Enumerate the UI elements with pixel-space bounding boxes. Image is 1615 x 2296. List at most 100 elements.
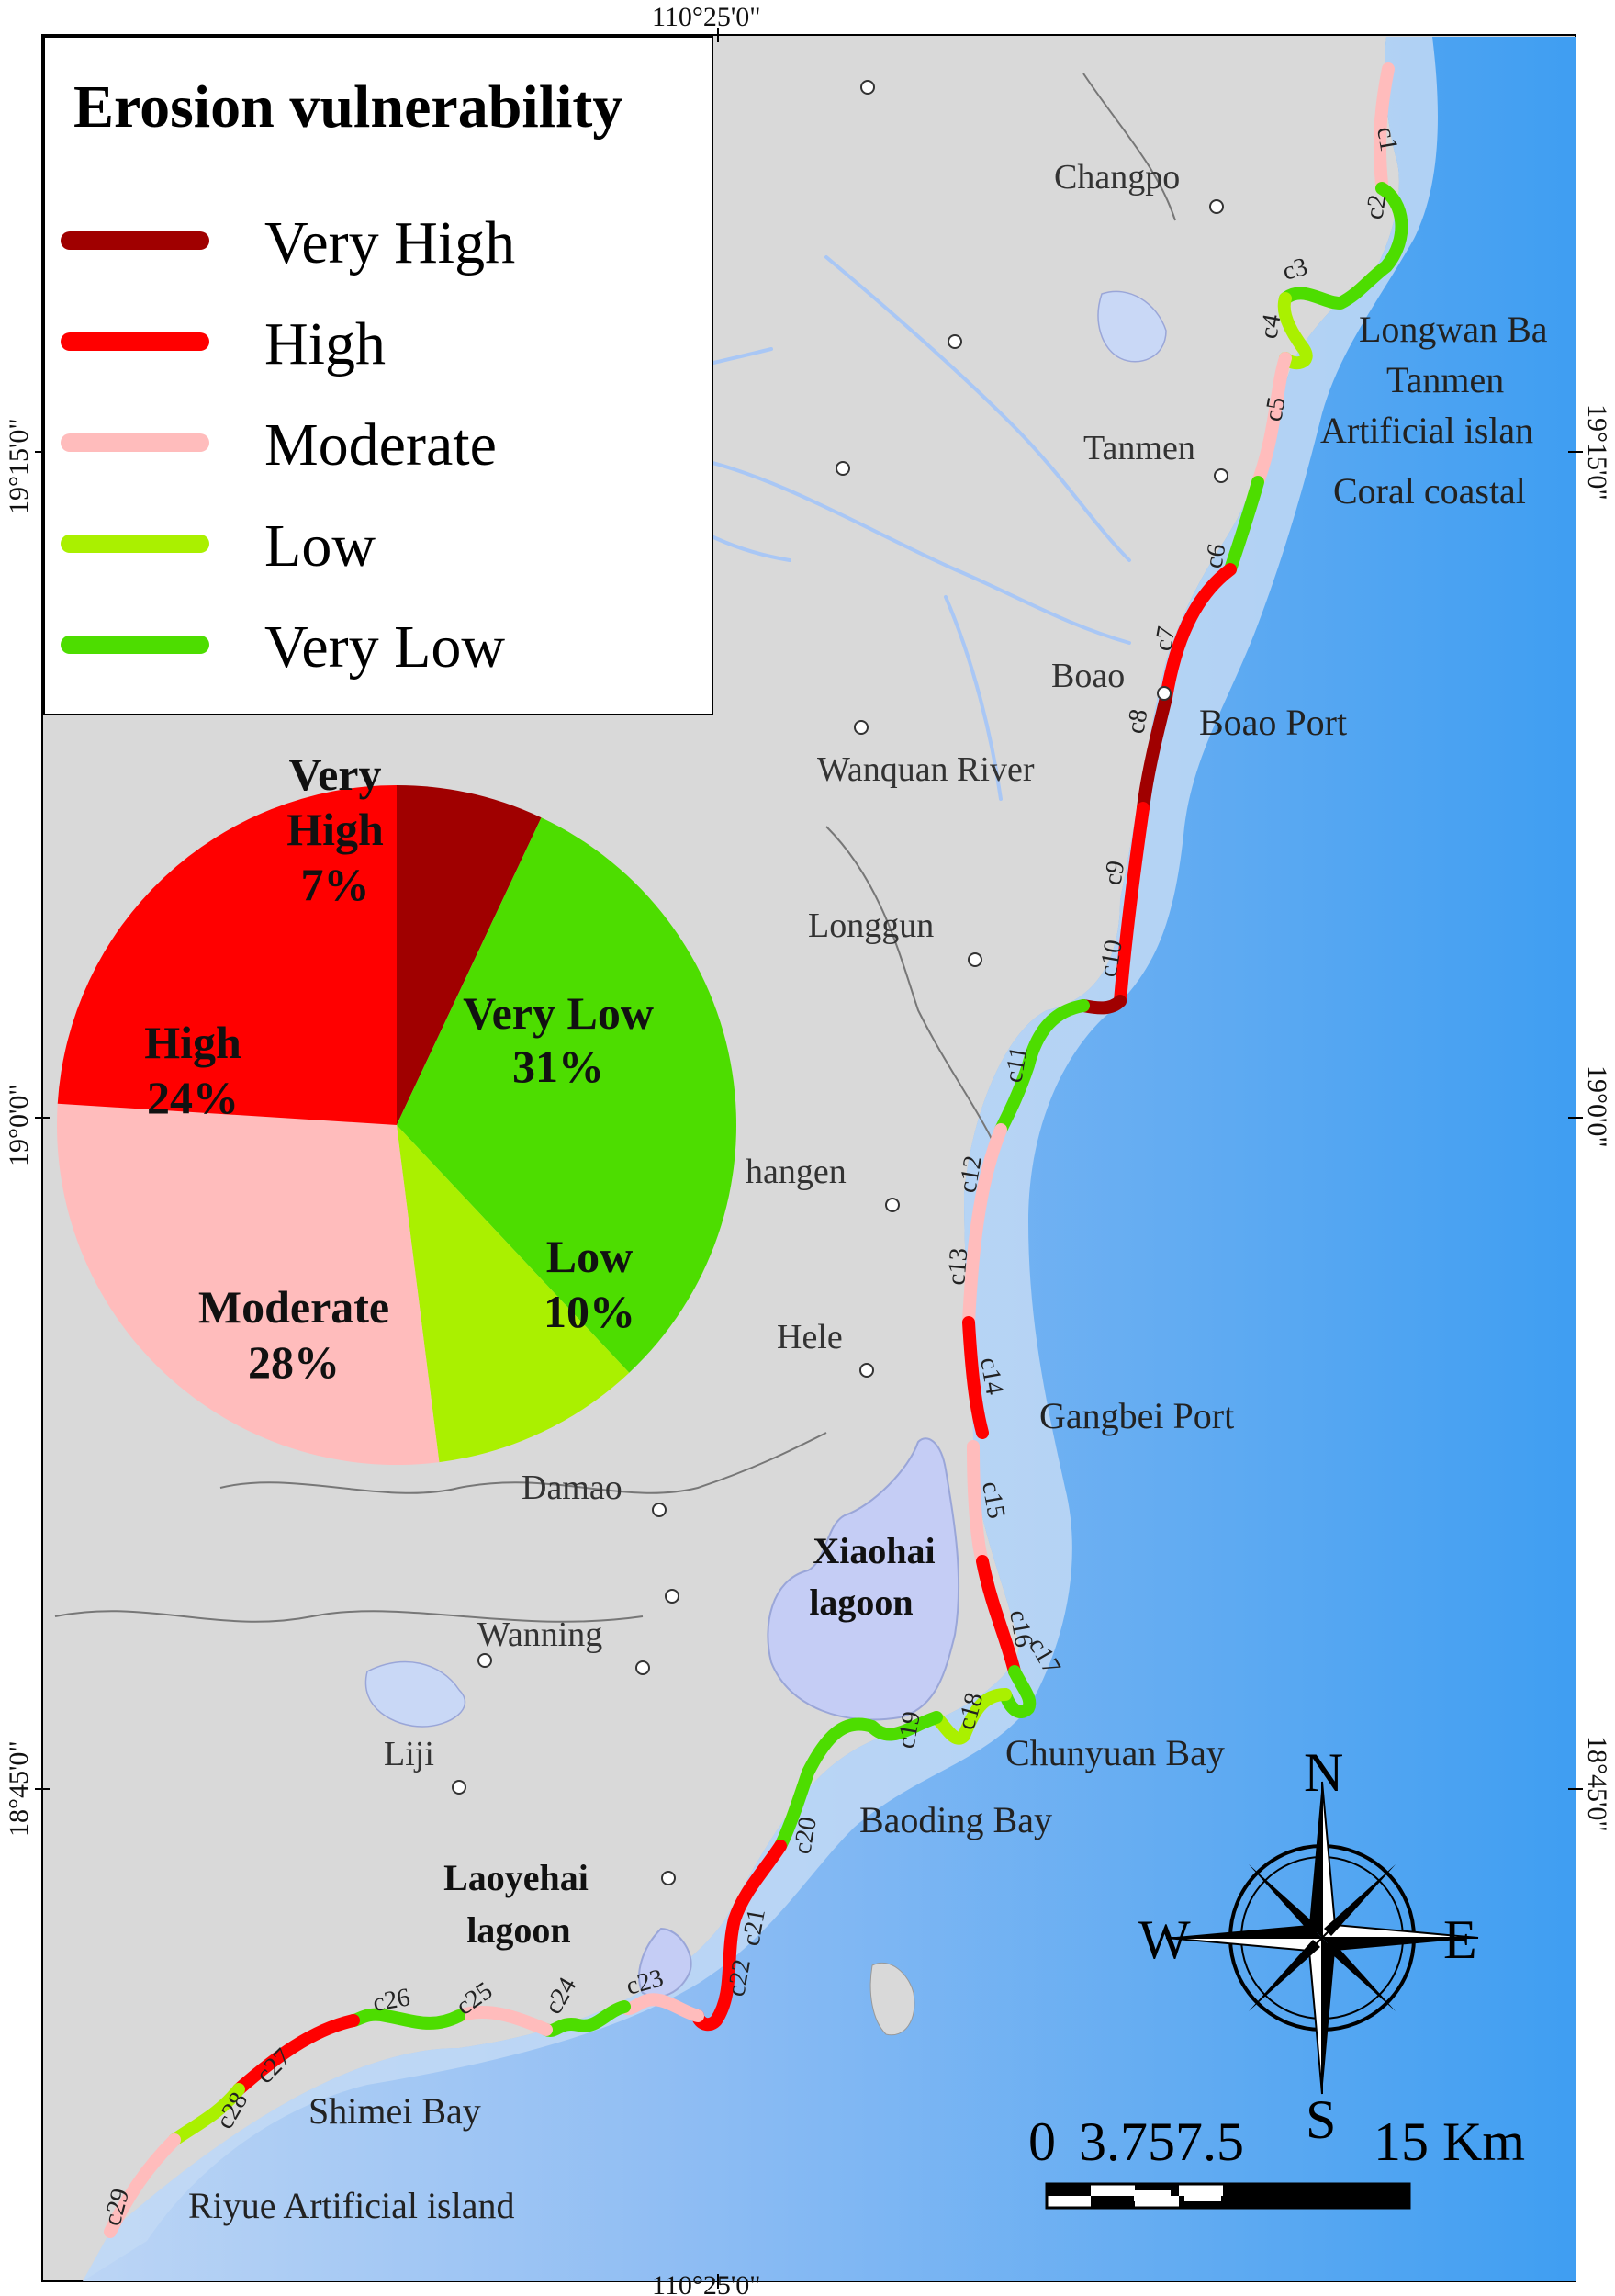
label-coral: Coral coastal (1333, 470, 1526, 512)
place-marker (1214, 468, 1228, 483)
coast-seg-moderate-c1 (1374, 62, 1395, 190)
scale-bar-black-2 (1091, 2196, 1135, 2208)
pie-slice (397, 785, 542, 1125)
label-riyue: Riyue Artificial island (188, 2185, 515, 2226)
coast-seg-verylow-c19-c20 (774, 1711, 943, 1852)
segment-label-c4: c4 (1254, 312, 1286, 341)
coast-seg-moderate-c29 (104, 2133, 181, 2238)
coast-seg-verylow-c2-c3 (1279, 182, 1408, 310)
compass-e: E (1443, 1909, 1477, 1970)
segment-label-c15: c15 (976, 1480, 1011, 1521)
scale-bar-white-2 (1184, 2190, 1221, 2201)
place-marker (859, 1363, 874, 1378)
compass-w: W (1138, 1909, 1191, 1970)
coord-right-2: 19°0'0" (1582, 1065, 1612, 1148)
pie-pct: 10% (544, 1286, 635, 1337)
segment-label-c1: c1 (1371, 125, 1403, 153)
place-marker (665, 1589, 679, 1604)
pie-pct: 28% (248, 1336, 340, 1388)
segment-label-c16: c16 (1004, 1608, 1038, 1649)
coast-seg-high-c7 (1160, 563, 1237, 704)
compass-star (1165, 1781, 1479, 2095)
place-changpo: Changpo (1054, 158, 1180, 197)
pie-slice (57, 785, 398, 1125)
place-marker (652, 1503, 667, 1517)
segment-label-c11: c11 (999, 1044, 1033, 1085)
place-marker (1209, 199, 1224, 214)
segment-label-c9: c9 (1098, 859, 1130, 887)
pie-slice (56, 1103, 440, 1465)
north-arrow-compass: N S E W (1138, 1742, 1479, 2150)
coast-seg-verylow-c24 (540, 2000, 631, 2037)
coast-seg-high-c9-c10 (1114, 802, 1150, 1007)
segment-label-c2: c2 (1360, 193, 1392, 221)
place-liji: Liji (384, 1735, 434, 1773)
pie-slice (397, 817, 736, 1373)
place-longgun: Longgun (808, 906, 934, 945)
coord-right-3: 18°45'0" (1582, 1736, 1612, 1832)
scale-end: 15 Km (1374, 2111, 1525, 2172)
place-wanquan: Wanquan River (817, 750, 1035, 789)
coast-seg-moderate-c25 (453, 2005, 553, 2036)
scale-bar-black-5 (1223, 2184, 1409, 2208)
compass-point-e-dark (1322, 1938, 1478, 1951)
segment-label-c20: c20 (788, 1815, 823, 1856)
pie-label: Very Low (463, 987, 654, 1039)
pie-label: High (286, 804, 384, 855)
place-marker (860, 80, 875, 95)
scale-bar-white-1 (1134, 2190, 1171, 2201)
place-marker (477, 1653, 492, 1668)
coast-seg-verylow-c6 (1224, 476, 1264, 576)
segment-label-c6: c6 (1199, 542, 1231, 570)
boundary-4 (1082, 73, 1176, 221)
segment-label-c22: c22 (722, 1957, 757, 1998)
place-boao: Boao (1051, 657, 1125, 695)
pie-pct: 24% (147, 1072, 239, 1123)
river-north (824, 255, 1131, 562)
legend-items: Very High High Moderate Low Very Low (61, 209, 515, 681)
place-marker (885, 1198, 900, 1212)
lagoon-laoyehai-line2: lagoon (466, 1909, 570, 1951)
coast-seg-high-c27 (232, 2014, 360, 2096)
coastal-feature-labels: Longwan Ba Tanmen Artificial islan Coral… (188, 309, 1548, 2226)
scale-mid: 3.757.5 (1079, 2111, 1244, 2172)
tanmen-reservoir (1097, 290, 1167, 363)
coordinate-labels: 110°25'0" 110°25'0" 19°15'0" 19°0'0" 18°… (4, 2, 1612, 2296)
lagoon-xiaohai-line1: Xiaohai (813, 1530, 935, 1571)
coast-seg-moderate-c15 (967, 1440, 989, 1568)
legend-label: Low (264, 512, 376, 580)
coord-left-1: 19°15'0" (4, 418, 34, 514)
coast-seg-low-c28 (168, 2083, 245, 2146)
coord-top: 110°25'0" (652, 2, 761, 32)
lagoon-laoyehai-line1: Laoyehai (443, 1857, 589, 1898)
boundary-1 (219, 1432, 827, 1494)
pie-label: Moderate (198, 1281, 389, 1333)
coord-left-3: 18°45'0" (4, 1740, 34, 1837)
compass-s: S (1306, 2089, 1336, 2150)
coast-seg-moderate-c5 (1251, 352, 1292, 489)
label-longwan: Longwan Ba (1359, 309, 1548, 350)
compass-point-sw (1249, 1940, 1320, 2011)
coord-bottom: 110°25'0" (652, 2270, 761, 2296)
place-marker (948, 334, 962, 349)
legend-label: High (264, 310, 386, 377)
segment-label-c14: c14 (974, 1356, 1009, 1397)
pie-pct: 7% (301, 859, 370, 910)
place-marker (452, 1780, 466, 1795)
segment-label-c10: c10 (1093, 938, 1128, 979)
compass-point-w-dark (1166, 1925, 1322, 1938)
label-chunyuan: Chunyuan Bay (1005, 1732, 1225, 1773)
wanquan-river (696, 457, 1131, 645)
place-changen: hangen (746, 1153, 847, 1191)
scale-zero: 0 (1028, 2111, 1056, 2172)
compass-point-n-dark (1309, 1782, 1322, 1938)
pie-pct: 31% (512, 1041, 604, 1092)
coast-seg-high-c16 (976, 1555, 1021, 1678)
coast-seg-veryhigh-c8 (1137, 692, 1172, 815)
place-hele: Hele (777, 1318, 843, 1356)
legend-label: Moderate (264, 411, 497, 478)
admin-boundaries (54, 73, 1176, 1623)
place-markers (452, 80, 1228, 1885)
pie-slice (397, 1125, 630, 1463)
